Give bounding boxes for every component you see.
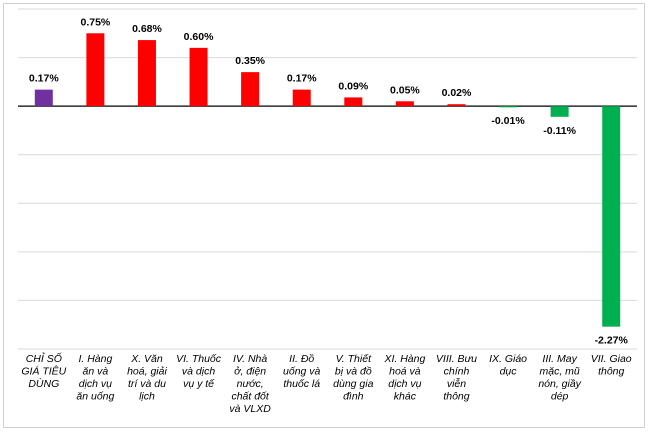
data-label: 0.35%: [235, 55, 265, 67]
category-label-line: ăn uống: [76, 391, 114, 403]
category-label-line: và VLXD: [229, 403, 271, 415]
category-label-line: và dịch: [182, 366, 215, 378]
category-label: IX. Giáo dục: [489, 353, 527, 378]
category-label-line: trí và du: [128, 378, 166, 390]
category-label: IV. Nhà ở, điện nước, chất đốt và VLXD: [229, 353, 271, 415]
category-label: VII. Giao thông: [591, 353, 632, 378]
data-label: 0.75%: [80, 16, 110, 28]
category-label-line: V. Thiết: [336, 353, 372, 365]
category-label-line: lịch: [139, 391, 155, 403]
bar: [602, 106, 621, 327]
category-label-line: thông: [443, 391, 469, 403]
category-label-line: IV. Nhà: [233, 353, 267, 365]
category-label-line: CHỈ SỐ: [26, 352, 62, 365]
category-label-line: VII. Giao: [591, 353, 632, 365]
bar: [34, 89, 53, 107]
category-label-line: vụ y tế: [183, 378, 215, 390]
category-label-line: ở, điện: [234, 366, 266, 378]
category-label: X. Văn hoá, giải trí và du lịch: [127, 353, 167, 403]
category-label-line: DÙNG: [28, 377, 59, 390]
category-label-line: IX. Giáo: [489, 353, 527, 365]
category-label: VI. Thuốc và dịch vụ y tế: [176, 353, 222, 390]
bar: [86, 33, 105, 107]
value-labels: 0.17% 0.75% 0.68% 0.60% 0.35% 0.17% 0.09% 0.05%…: [29, 16, 629, 346]
data-label: 0.17%: [29, 73, 59, 85]
category-label-line: hoá, giải: [127, 366, 167, 378]
category-label-line: chính: [444, 366, 470, 378]
category-label: II. Đồ uống và thuốc lá: [283, 353, 321, 390]
bar: [395, 101, 414, 107]
category-label: I. Hàng ăn và dịch vụ ăn uống: [76, 353, 114, 403]
category-label-line: II. Đồ: [289, 353, 314, 365]
category-label-line: mặc, mũ: [539, 366, 579, 378]
data-label: 0.17%: [287, 73, 317, 85]
bar: [447, 104, 466, 107]
category-label-line: I. Hàng: [78, 353, 112, 365]
bar: [189, 47, 208, 107]
cpi-bar-chart: 0.17% 0.75% 0.68% 0.60% 0.35% 0.17% 0.09% 0.05%…: [18, 8, 637, 415]
category-label-line: khác: [394, 391, 417, 403]
category-label-line: X. Văn: [130, 353, 163, 365]
bar: [499, 106, 518, 108]
bar: [344, 97, 363, 107]
category-label: V. Thiết bị và đồ dùng gia đình: [333, 353, 373, 403]
category-label-line: đình: [343, 391, 364, 403]
data-label: -0.11%: [543, 125, 576, 137]
category-label-line: thuốc lá: [283, 378, 320, 390]
category-label-line: chất đốt: [231, 391, 269, 403]
gridlines: [18, 8, 637, 350]
category-label-line: VI. Thuốc: [176, 353, 222, 365]
category-label-line: viễn: [447, 377, 466, 390]
data-label: 0.09%: [338, 80, 368, 92]
category-label: VIII. Bưu chính viễn thông: [436, 353, 477, 403]
data-label: 0.05%: [390, 84, 420, 96]
category-label: CHỈ SỐ GIÁ TIÊU DÙNG: [21, 352, 66, 390]
category-label-line: nón, giầy: [538, 378, 581, 390]
category-label-line: dép: [551, 391, 569, 403]
category-label-line: nước,: [237, 378, 264, 390]
bar: [292, 89, 311, 107]
bar: [137, 40, 156, 107]
data-label: 0.68%: [132, 23, 162, 35]
category-label-line: dịch vụ: [79, 378, 112, 390]
category-label-line: dùng gia: [333, 378, 373, 390]
category-label-line: ăn và: [83, 366, 109, 378]
category-label-line: thông: [598, 366, 624, 378]
category-label-line: dịch vụ: [388, 378, 421, 390]
category-label-line: hoá và: [389, 366, 421, 378]
chart-frame: 0.17% 0.75% 0.68% 0.60% 0.35% 0.17% 0.09% 0.05%…: [3, 3, 645, 428]
category-label-line: dục: [500, 366, 518, 378]
category-label: XI. Hàng hoá và dịch vụ khác: [383, 353, 425, 403]
data-label: -0.01%: [491, 115, 525, 127]
bar: [550, 106, 569, 117]
category-label-line: GIÁ TIÊU: [21, 365, 66, 378]
category-label-line: XI. Hàng: [383, 353, 425, 365]
category-label-line: VIII. Bưu: [436, 353, 477, 365]
data-label: 0.02%: [442, 87, 472, 99]
category-label: III. May mặc, mũ nón, giầy dép: [538, 353, 581, 403]
bars: [34, 33, 621, 327]
data-label: -2.27%: [595, 335, 629, 347]
category-label-line: bị và đồ: [335, 366, 372, 378]
data-label: 0.60%: [184, 31, 214, 43]
category-label-line: uống và: [283, 366, 321, 378]
bar: [241, 72, 260, 107]
category-label-line: III. May: [542, 353, 577, 365]
